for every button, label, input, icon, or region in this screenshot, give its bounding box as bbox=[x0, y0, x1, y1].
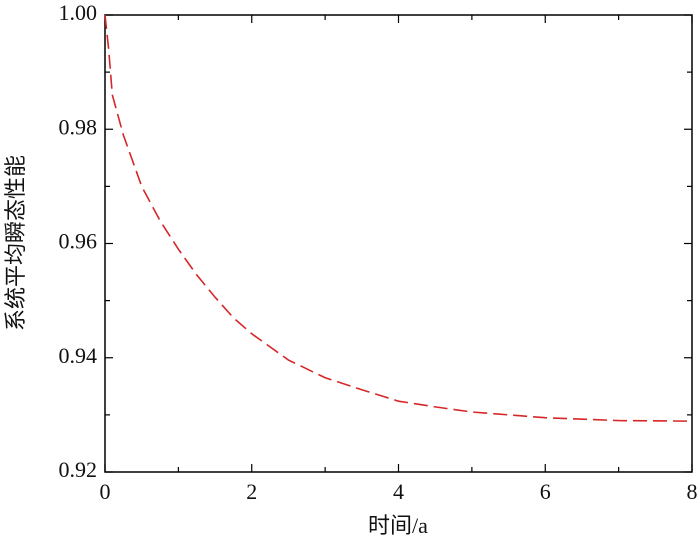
x-tick-label: 8 bbox=[687, 479, 698, 504]
y-tick-label: 0.92 bbox=[59, 457, 98, 482]
y-axis-label: 系统平均瞬态性能 bbox=[3, 155, 28, 331]
x-tick-label: 2 bbox=[246, 479, 257, 504]
y-tick-label: 0.96 bbox=[59, 229, 98, 254]
plot-frame bbox=[104, 14, 693, 473]
x-axis-label: 时间/a bbox=[368, 513, 428, 538]
y-tick-label: 1.00 bbox=[59, 0, 98, 25]
x-tick-label: 0 bbox=[100, 479, 111, 504]
x-tick-label: 4 bbox=[393, 479, 404, 504]
y-tick-label: 0.98 bbox=[59, 114, 98, 139]
x-tick-label: 6 bbox=[540, 479, 551, 504]
data-line bbox=[104, 14, 693, 422]
y-tick-label: 0.94 bbox=[59, 343, 98, 368]
